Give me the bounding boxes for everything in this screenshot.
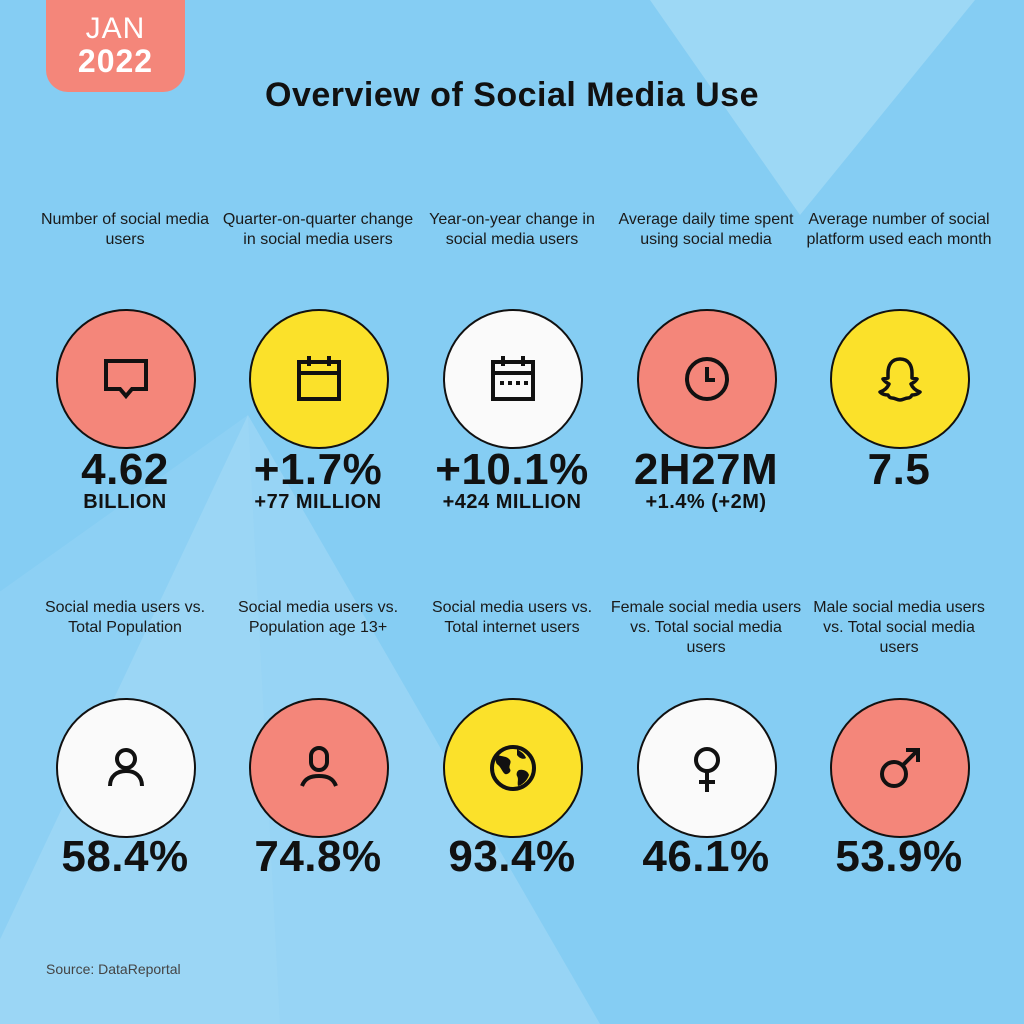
male-symbol-icon <box>880 748 920 788</box>
stat-icon-circle <box>443 309 583 449</box>
stat-icon-circle <box>830 698 970 838</box>
snapchat-ghost-icon <box>878 357 922 402</box>
calendar-dots-icon <box>491 356 535 401</box>
globe-icon <box>490 745 536 791</box>
clock-icon <box>685 357 729 401</box>
stat-label: Quarter-on-quarter change in social medi… <box>222 211 414 248</box>
stat-value: 93.4% <box>448 832 576 881</box>
chat-bubble-icon <box>104 359 148 400</box>
stat-icon-circle <box>637 309 777 449</box>
stat-label: Male social media users vs. Total social… <box>813 599 985 656</box>
stat-sub-value: +424 MILLION <box>442 491 582 513</box>
stat-value: +10.1% <box>435 445 589 494</box>
stat-value: 58.4% <box>61 832 189 881</box>
stat-label: Social media users vs. Total internet us… <box>431 599 593 636</box>
page-title: Overview of Social Media Use <box>265 76 759 114</box>
user-outline-icon <box>300 746 338 787</box>
stat-value: 46.1% <box>642 832 770 881</box>
stat-value: 4.62 <box>81 445 169 494</box>
stat-icon-circle <box>249 309 389 449</box>
stat-icon-circle <box>249 698 389 838</box>
stat-value: +1.7% <box>253 445 383 494</box>
date-badge: JAN 2022 <box>46 0 185 92</box>
stat-label: Year-on-year change in social media user… <box>429 211 595 248</box>
stat-label: Social media users vs. Population age 13… <box>237 599 399 636</box>
stat-icon-circle <box>830 309 970 449</box>
stat-sub-value: BILLION <box>83 491 167 513</box>
stat-label: Number of social media users <box>40 211 210 248</box>
stat-label: Social media users vs. Total Population <box>44 599 206 636</box>
stat-icon-circle <box>637 698 777 838</box>
stat-value: 74.8% <box>254 832 382 881</box>
badge-year: 2022 <box>77 42 154 79</box>
stat-label: Female social media users vs. Total soci… <box>610 599 802 656</box>
stat-sub-value: +77 MILLION <box>254 491 382 513</box>
stat-label: Average daily time spent using social me… <box>618 211 794 248</box>
stat-icon-circle <box>56 698 196 838</box>
stat-label: Average number of social platform used e… <box>806 211 992 248</box>
source-note: Source: DataReportal <box>46 961 181 977</box>
stat-icon-circle <box>443 698 583 838</box>
user-icon <box>108 748 144 787</box>
stat-icon-circle <box>56 309 196 449</box>
stat-sub-value: +1.4% (+2M) <box>645 491 767 513</box>
calendar-icon <box>297 356 341 401</box>
stat-value: 7.5 <box>867 445 931 494</box>
stat-value: 53.9% <box>835 832 963 881</box>
badge-month: JAN <box>85 12 146 46</box>
female-symbol-icon <box>694 747 720 792</box>
stat-value: 2H27M <box>633 445 779 494</box>
